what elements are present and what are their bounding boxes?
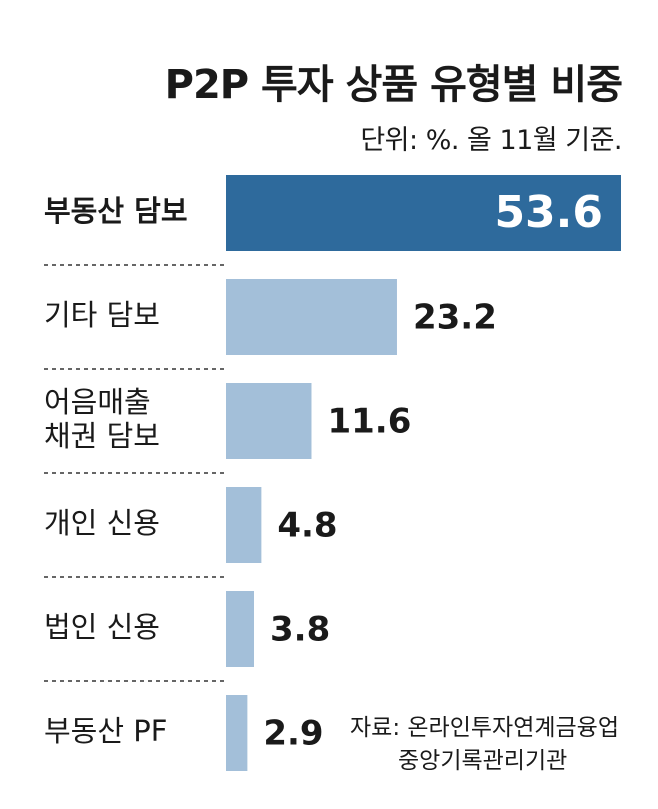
value-label-2: 23.2	[413, 298, 497, 338]
category-label-2: 기타 담보	[44, 298, 160, 332]
category-label-3: 어음매출 채권 담보	[44, 385, 160, 453]
bar-2	[226, 279, 397, 355]
category-label-5: 법인 신용	[44, 610, 160, 644]
value-label-5: 3.8	[270, 610, 330, 650]
chart-subtitle: 단위: %. 올 11월 기준.	[360, 125, 622, 156]
source-line-1: 온라인투자연계금융업	[407, 715, 619, 741]
value-label-1: 53.6	[494, 187, 603, 238]
source-note: 자료: 온라인투자연계금융업 중앙기록관리기관	[350, 712, 619, 778]
source-line-2: 중앙기록관리기관	[398, 748, 568, 774]
bar-6	[226, 695, 248, 771]
bar-3	[226, 383, 312, 459]
category-label-1: 부동산 담보	[44, 194, 188, 228]
category-label-6: 부동산 PF	[44, 714, 167, 748]
category-label-4: 개인 신용	[44, 506, 160, 540]
value-label-3: 11.6	[327, 402, 411, 442]
bar-4	[226, 487, 262, 563]
value-label-4: 4.8	[277, 506, 337, 546]
chart-title: P2P 투자 상품 유형별 비중	[164, 62, 623, 108]
bar-5	[226, 591, 255, 667]
value-label-6: 2.9	[263, 714, 323, 754]
bar-1	[226, 175, 621, 251]
source-label: 자료:	[350, 715, 401, 741]
